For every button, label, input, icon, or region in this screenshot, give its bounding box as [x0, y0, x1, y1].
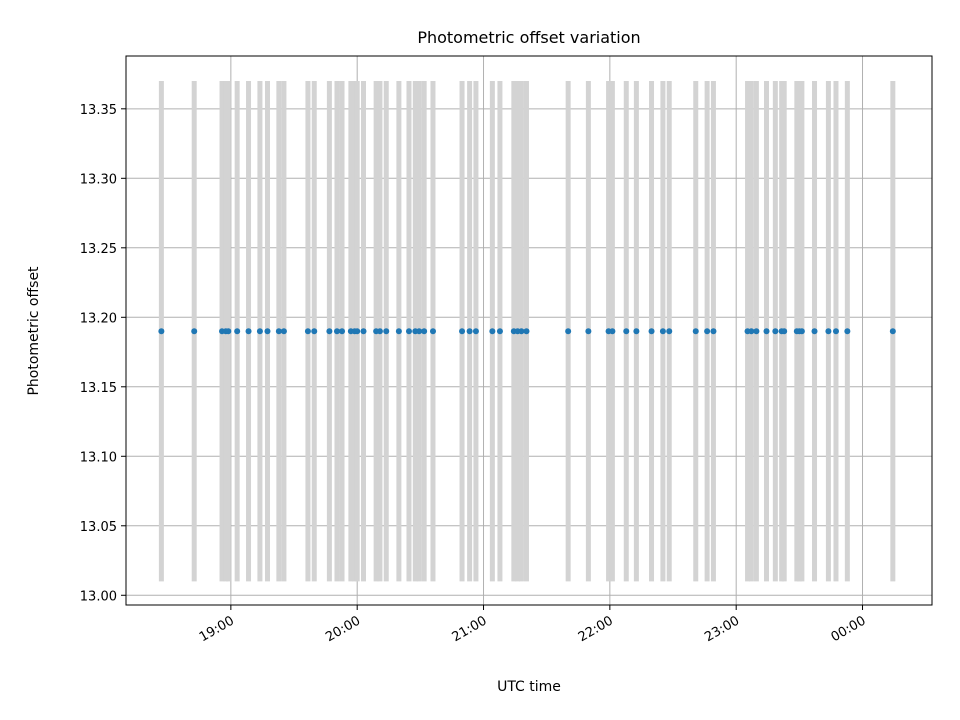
data-point: [748, 328, 755, 335]
data-point: [280, 328, 287, 335]
data-point: [225, 328, 232, 335]
data-point: [666, 328, 673, 335]
y-tick-label: 13.35: [80, 103, 117, 118]
y-tick-label: 13.10: [80, 450, 117, 465]
data-point: [825, 328, 832, 335]
data-point: [311, 328, 318, 335]
data-point: [811, 328, 818, 335]
data-point: [191, 328, 198, 335]
data-point: [466, 328, 473, 335]
data-point: [360, 328, 367, 335]
data-point: [256, 328, 263, 335]
data-point: [832, 328, 839, 335]
y-tick-label: 13.25: [80, 242, 117, 257]
y-axis-label: Photometric offset: [26, 266, 42, 396]
y-tick-label: 13.00: [80, 589, 117, 604]
data-point: [472, 328, 479, 335]
data-point: [245, 328, 252, 335]
data-point: [565, 328, 572, 335]
data-point: [889, 328, 896, 335]
y-tick-label: 13.20: [80, 311, 117, 326]
data-point: [326, 328, 333, 335]
data-point: [523, 328, 530, 335]
data-point: [489, 328, 496, 335]
data-point: [692, 328, 699, 335]
data-point: [623, 328, 630, 335]
y-axis: 13.00 13.05 13.10 13.15 13.20 13.25 13.30 13.35: [80, 103, 126, 604]
data-point: [659, 328, 666, 335]
data-point: [753, 328, 760, 335]
data-points: [158, 328, 896, 335]
data-point: [275, 328, 282, 335]
data-point: [264, 328, 271, 335]
y-tick-label: 13.30: [80, 172, 117, 187]
data-point: [421, 328, 428, 335]
data-point: [781, 328, 788, 335]
data-point: [763, 328, 770, 335]
data-point: [633, 328, 640, 335]
data-point: [710, 328, 717, 335]
x-axis-label: UTC time: [497, 679, 561, 695]
data-point: [339, 328, 346, 335]
data-point: [304, 328, 311, 335]
data-point: [395, 328, 402, 335]
data-point: [609, 328, 616, 335]
data-point: [704, 328, 711, 335]
data-point: [772, 328, 779, 335]
y-tick-label: 13.05: [80, 520, 117, 535]
data-point: [496, 328, 503, 335]
plot-frame: [125, 55, 933, 606]
data-point: [648, 328, 655, 335]
data-point: [798, 328, 805, 335]
data-point: [333, 328, 340, 335]
chart-title: Photometric offset variation: [417, 28, 640, 47]
data-point: [585, 328, 592, 335]
data-point: [429, 328, 436, 335]
data-point: [518, 328, 525, 335]
data-point: [405, 328, 412, 335]
data-point: [459, 328, 466, 335]
data-point: [844, 328, 851, 335]
data-point: [376, 328, 383, 335]
data-point: [158, 328, 165, 335]
data-point: [234, 328, 241, 335]
data-point: [383, 328, 390, 335]
data-point: [416, 328, 423, 335]
y-tick-label: 13.15: [80, 381, 117, 396]
data-point: [354, 328, 361, 335]
